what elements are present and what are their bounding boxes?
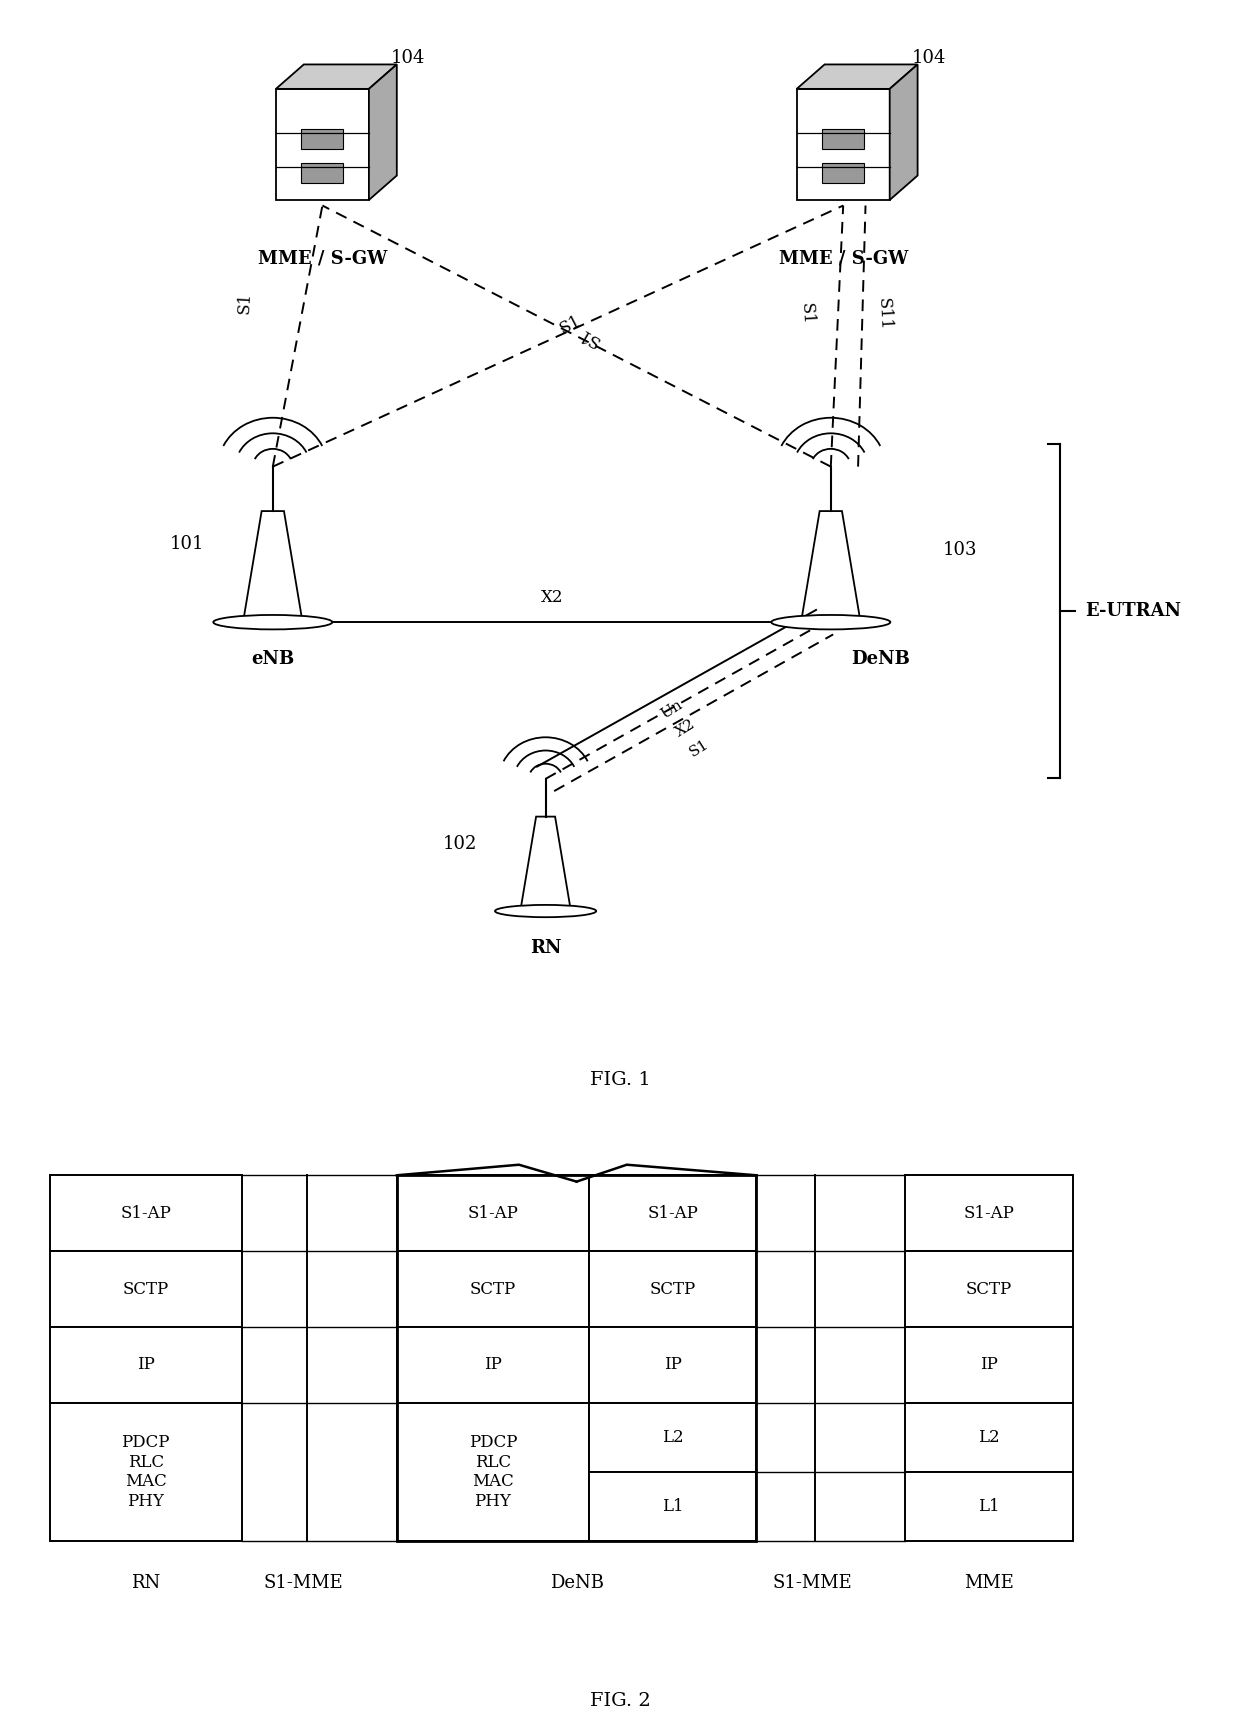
Text: X2: X2: [541, 589, 563, 606]
Text: L1: L1: [662, 1498, 683, 1516]
Bar: [589, 1472, 756, 1542]
Bar: [397, 1403, 589, 1542]
Text: IP: IP: [980, 1356, 998, 1373]
Polygon shape: [797, 89, 890, 200]
Polygon shape: [370, 64, 397, 200]
Text: S1: S1: [236, 292, 254, 314]
FancyBboxPatch shape: [822, 128, 864, 149]
Polygon shape: [890, 64, 918, 200]
Bar: [50, 1252, 242, 1326]
Text: FIG. 1: FIG. 1: [590, 1071, 650, 1088]
Text: DeNB: DeNB: [851, 649, 910, 668]
Bar: [905, 1175, 1073, 1252]
FancyBboxPatch shape: [301, 163, 343, 184]
Bar: [589, 1403, 756, 1472]
Text: S1: S1: [687, 736, 711, 759]
Text: 103: 103: [942, 542, 977, 559]
Text: E-UTRAN: E-UTRAN: [1085, 602, 1182, 620]
Text: 102: 102: [443, 835, 477, 854]
Ellipse shape: [495, 904, 596, 917]
Bar: [589, 1175, 756, 1252]
Text: S1-AP: S1-AP: [647, 1205, 698, 1222]
Polygon shape: [797, 64, 918, 89]
Text: IP: IP: [663, 1356, 682, 1373]
Text: Un: Un: [658, 698, 684, 722]
Text: SCTP: SCTP: [650, 1281, 696, 1297]
Bar: [50, 1403, 242, 1542]
Text: MME / S-GW: MME / S-GW: [258, 250, 387, 267]
Text: 104: 104: [391, 49, 425, 66]
Polygon shape: [275, 64, 397, 89]
Text: SCTP: SCTP: [470, 1281, 516, 1297]
Text: 104: 104: [911, 49, 946, 66]
Text: SCTP: SCTP: [966, 1281, 1012, 1297]
Bar: [589, 1252, 756, 1326]
Polygon shape: [521, 816, 570, 911]
Text: X2: X2: [672, 717, 698, 740]
Text: L2: L2: [662, 1429, 683, 1446]
Text: MME / S-GW: MME / S-GW: [779, 250, 908, 267]
Bar: [589, 1326, 756, 1403]
Text: DeNB: DeNB: [549, 1575, 604, 1592]
Bar: [905, 1326, 1073, 1403]
FancyBboxPatch shape: [301, 128, 343, 149]
Text: FIG. 2: FIG. 2: [590, 1691, 650, 1710]
Text: S1-AP: S1-AP: [120, 1205, 171, 1222]
FancyBboxPatch shape: [822, 163, 864, 184]
Text: eNB: eNB: [252, 649, 294, 668]
Polygon shape: [275, 89, 370, 200]
Text: PDCP
RLC
MAC
PHY: PDCP RLC MAC PHY: [469, 1434, 517, 1510]
Bar: [397, 1175, 589, 1252]
Text: S1-MME: S1-MME: [773, 1575, 852, 1592]
Text: L2: L2: [978, 1429, 999, 1446]
Bar: [905, 1252, 1073, 1326]
Text: IP: IP: [484, 1356, 502, 1373]
Text: RN: RN: [131, 1575, 160, 1592]
Bar: [905, 1472, 1073, 1542]
Polygon shape: [801, 510, 861, 621]
Bar: [905, 1403, 1073, 1472]
Text: S1: S1: [557, 312, 584, 337]
Bar: [397, 1175, 756, 1542]
Ellipse shape: [771, 615, 890, 630]
Text: S11: S11: [874, 297, 893, 330]
Bar: [397, 1326, 589, 1403]
Bar: [50, 1175, 242, 1252]
Text: L1: L1: [978, 1498, 999, 1516]
Text: S1-MME: S1-MME: [264, 1575, 343, 1592]
Text: S1-AP: S1-AP: [467, 1205, 518, 1222]
Polygon shape: [243, 510, 303, 621]
Text: MME: MME: [963, 1575, 1014, 1592]
Text: S1-AP: S1-AP: [963, 1205, 1014, 1222]
Text: S1: S1: [575, 323, 603, 349]
Text: 101: 101: [170, 535, 205, 554]
Text: SCTP: SCTP: [123, 1281, 169, 1297]
Text: IP: IP: [136, 1356, 155, 1373]
Bar: [397, 1252, 589, 1326]
Ellipse shape: [213, 615, 332, 630]
Text: S1: S1: [797, 302, 816, 325]
Text: PDCP
RLC
MAC
PHY: PDCP RLC MAC PHY: [122, 1434, 170, 1510]
Text: RN: RN: [529, 939, 562, 957]
Bar: [50, 1326, 242, 1403]
